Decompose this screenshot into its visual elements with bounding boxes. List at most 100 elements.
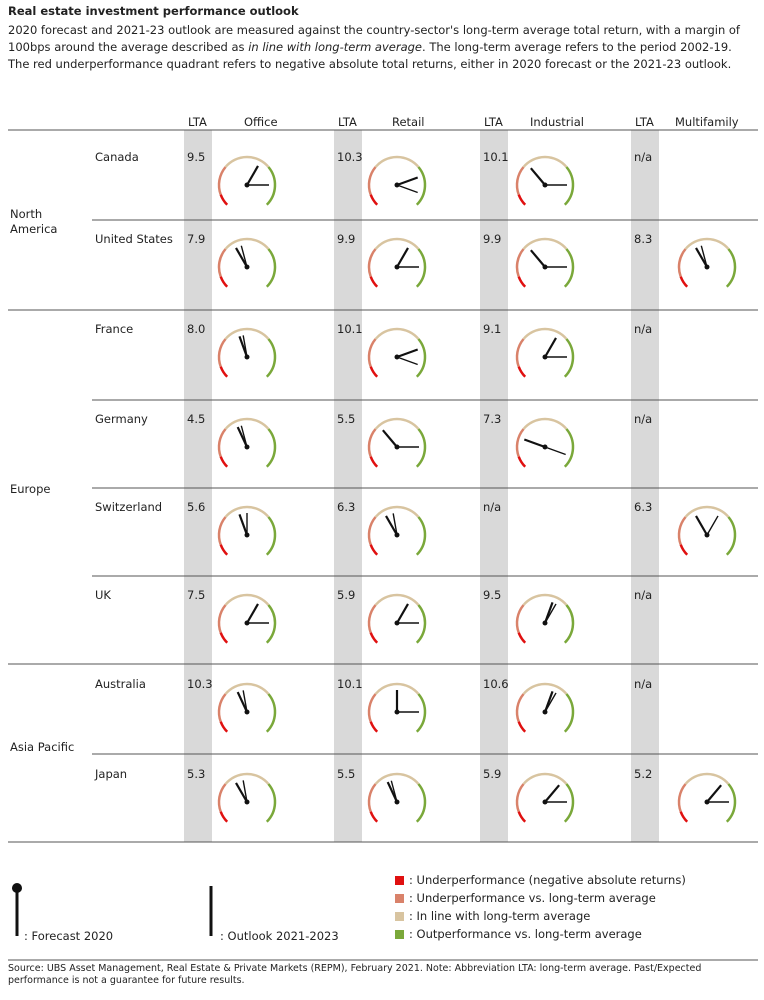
gauge-arc [679,276,689,288]
region-label: Asia Pacific [10,740,75,754]
lta-value: n/a [634,588,653,602]
outlook-needle [544,692,557,713]
gauge-arc [563,693,575,733]
gauge-arc [415,166,427,206]
lta-value: 5.5 [337,412,356,426]
gauge-arc [265,516,277,556]
gauge-arc [522,155,568,168]
gauge-arc [219,811,229,823]
gauge-arc [374,417,420,430]
lta-column [184,130,212,842]
gauge-arc [224,772,270,785]
legend-swatch [395,912,404,921]
gauge-arc [415,693,427,733]
pivot [244,182,250,188]
gauge-arc [369,366,379,378]
pivot [704,532,710,538]
gauge-arc [517,276,527,288]
pivot [394,444,400,450]
lta-value: 5.9 [483,767,502,781]
gauge-arc [684,772,730,785]
gauge-arc [522,593,568,606]
gauge-arc [515,166,525,196]
gauge-arc [224,505,270,518]
gauge-arc [217,248,227,278]
country: Canada [95,150,139,164]
lta-column [480,130,508,842]
lta-value: 9.1 [483,322,502,336]
region-label: North America [10,207,58,236]
legend-label: : Outlook 2021-2023 [220,929,339,943]
gauge-arc [219,456,229,468]
column-header: Multifamily [675,115,739,129]
gauge-arc [517,811,527,823]
lta-value: 4.5 [187,412,206,426]
forecast-needle [695,247,708,268]
country: Japan [95,767,128,781]
gauge-arc [224,593,270,606]
gauge-arc [369,194,379,206]
gauge-arc [684,237,730,250]
column-header: LTA [188,115,207,129]
intro-text: . The long-term average refers to the pe… [8,40,732,71]
outlook-needle [390,780,398,803]
gauge-arc [224,327,270,340]
gauge-arc [369,632,379,644]
lta-column [334,130,362,842]
gauge-arc [217,604,227,634]
gauge-arc [224,682,270,695]
country: United States [95,232,173,246]
lta-value: 5.6 [187,500,206,514]
gauge-arc [369,811,379,823]
gauge-arc [217,783,227,813]
gauge-arc [217,428,227,458]
gauge-arc [517,721,527,733]
gauge-arc [677,516,687,546]
gauge-arc [415,428,427,468]
pivot [542,354,548,360]
pivot [394,264,400,270]
intro-text: 2020 forecast and 2021-23 outlook are me… [8,23,740,54]
gauge-arc [522,772,568,785]
pivot [244,532,250,538]
column-header: LTA [338,115,357,129]
forecast-needle [385,515,398,536]
gauge-arc [517,366,527,378]
gauge-arc [217,693,227,723]
lta-value: 10.3 [337,150,363,164]
gauge-arc [374,237,420,250]
pivot [542,264,548,270]
forecast-needle [695,515,708,536]
legend-label: : Outperformance vs. long-term average [409,927,642,941]
pivot [394,532,400,538]
gauge-arc [563,428,575,468]
gauge-arc [367,428,377,458]
gauge-arc [369,276,379,288]
lta-value: 9.9 [337,232,356,246]
gauge-arc [367,604,377,634]
gauge-arc [563,166,575,206]
gauge-arc [265,428,277,468]
pivot [542,799,548,805]
pivot [244,709,250,715]
pivot [704,264,710,270]
gauge-arc [224,155,270,168]
gauge-arc [515,783,525,813]
gauge-arc [725,516,737,556]
gauge-arc [369,544,379,556]
gauge-arc [725,783,737,823]
gauge-arc [679,811,689,823]
lta-value: 6.3 [634,500,653,514]
outlook-needle [392,513,398,536]
gauge-arc [415,783,427,823]
gauge-arc [515,693,525,723]
outlook-needle [240,245,248,268]
forecast-needle [235,247,248,268]
gauge-arc [415,604,427,644]
gauge-arc [563,248,575,288]
pivot [244,620,250,626]
legend-label: : Forecast 2020 [24,929,114,943]
column-header: LTA [484,115,503,129]
gauge-arc [522,417,568,430]
outlook-needle [242,335,248,358]
